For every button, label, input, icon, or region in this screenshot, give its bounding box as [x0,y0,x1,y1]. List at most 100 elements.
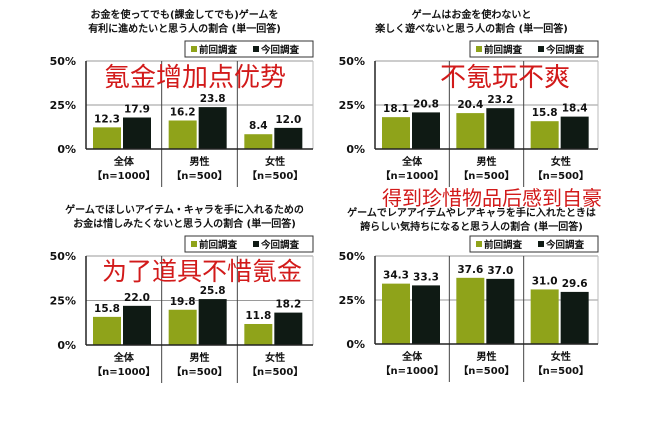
y-tick-label: 25% [339,294,365,307]
chart-title-line: ゲームはお金を使わないと [412,8,532,21]
data-label: 11.8 [245,310,271,322]
category-label: 【n=500】 [247,365,303,378]
legend-swatch [538,241,544,247]
category-label: 男性 [477,155,497,168]
data-label: 18.2 [275,299,301,311]
legend-swatch [476,241,482,247]
legend-box [469,235,599,253]
category-label: 女性 [265,351,285,364]
bar-previous [456,277,485,344]
category-label: 【n=500】 [458,364,514,377]
chart-title-line: ゲームでレアアイテムやレアキャラを手に入れたときは [347,206,596,219]
y-tick-label: 50% [339,250,365,263]
bar-previous [93,316,121,345]
overlay-caption: 为了道具不惜氪金 [102,257,302,286]
bar-current [123,305,151,345]
data-label: 19.8 [170,296,196,308]
bar-previous [244,134,273,149]
bar-previous [244,323,273,345]
category-label: 【n=500】 [533,169,589,182]
legend-label: 今回調査 [260,44,300,56]
data-label: 33.3 [413,271,439,283]
data-label: 29.6 [562,278,588,290]
data-label: 18.4 [562,103,588,115]
data-label: 12.0 [275,114,301,126]
chart-title-line: お金を使ってでも(課金してでも)ゲームを [90,8,278,21]
y-tick-label: 0% [346,143,365,156]
bar-current [198,107,227,149]
category-label: 【n=1000】 [92,169,155,182]
y-tick-label: 0% [57,143,76,156]
bar-previous [530,121,559,149]
bar-previous [456,113,485,149]
data-label: 8.4 [249,120,268,132]
bar-current [412,112,440,149]
overlay-caption: 氪金增加点优势 [104,63,286,93]
bar-current [274,127,303,149]
bar-current [412,285,440,344]
category-label: 女性 [551,155,571,168]
legend-box [184,40,314,58]
overlay-caption: 不氪玩不爽 [440,63,570,93]
category-label: 【n=1000】 [380,169,443,182]
bar-current [274,312,303,345]
data-label: 16.2 [170,106,196,118]
data-label: 22.0 [124,292,150,304]
legend-box [469,40,599,58]
bar-previous [382,283,410,344]
legend-label: 前回調査 [484,44,523,56]
y-tick-label: 50% [50,250,76,263]
bar-current [486,108,515,149]
category-label: 女性 [551,350,571,363]
bar-current [560,116,589,149]
data-label: 23.2 [487,94,513,106]
data-label: 12.3 [94,113,120,125]
data-label: 17.9 [124,103,150,115]
y-tick-label: 0% [346,338,365,351]
data-label: 15.8 [532,107,558,119]
data-label: 20.4 [457,99,483,111]
category-label: 男性 [190,351,210,364]
bar-previous [93,127,121,149]
category-label: 全体 [113,155,135,168]
bar-current [123,117,151,149]
legend-swatch [253,46,259,52]
category-label: 男性 [477,350,497,363]
category-label: 【n=1000】 [92,365,155,378]
data-label: 23.8 [200,93,226,105]
data-label: 25.8 [200,285,226,297]
bar-previous [168,120,197,149]
legend-label: 今回調査 [545,44,585,56]
category-label: 全体 [401,350,423,363]
category-label: 男性 [190,155,210,168]
y-tick-label: 50% [339,55,365,68]
data-label: 37.6 [457,264,483,276]
y-tick-label: 25% [50,295,76,308]
y-tick-label: 50% [50,55,76,68]
chart-title-line: 楽しく遊べないと思う人の割合 (単一回答) [374,22,568,35]
chart-title-line: 誇らしい気持ちになると思う人の割合 (単一回答) [360,220,583,233]
legend-box [184,235,314,253]
legend-label: 今回調査 [545,239,585,251]
bar-previous [382,117,410,149]
bar-current [486,278,515,344]
legend-label: 前回調査 [199,239,238,251]
data-label: 31.0 [532,275,558,287]
data-label: 34.3 [383,270,409,282]
legend-swatch [191,241,197,247]
legend-label: 前回調査 [199,44,238,56]
category-label: 全体 [401,155,423,168]
category-label: 【n=500】 [247,169,303,182]
chart-title-line: ゲームでほしいアイテム・キャラを手に入れるための [65,203,304,216]
data-label: 20.8 [413,98,439,110]
legend-swatch [538,46,544,52]
data-label: 18.1 [383,103,409,115]
category-label: 女性 [265,155,285,168]
legend-label: 前回調査 [484,239,523,251]
bar-previous [530,289,559,344]
data-label: 37.0 [487,265,513,277]
category-label: 【n=1000】 [380,364,443,377]
category-label: 【n=500】 [171,169,227,182]
